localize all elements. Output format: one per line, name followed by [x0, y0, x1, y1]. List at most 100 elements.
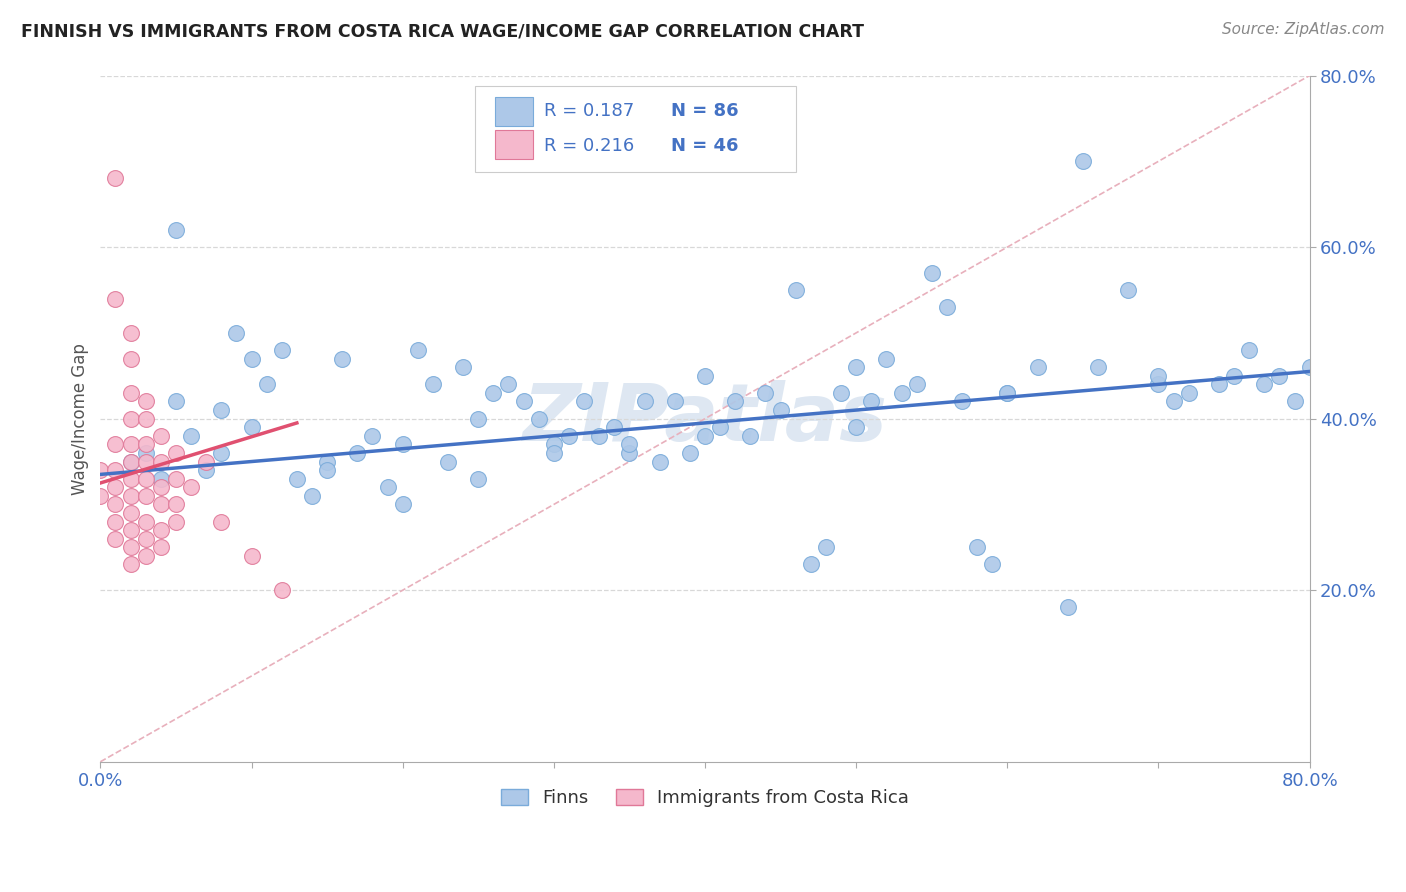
Point: [149, 472, 172, 486]
Point: [814, 541, 837, 555]
Point: [588, 429, 610, 443]
Point: [120, 541, 142, 555]
Point: [995, 385, 1018, 400]
Point: [679, 446, 702, 460]
Point: [104, 480, 127, 494]
Point: [316, 463, 339, 477]
Point: [527, 411, 550, 425]
Point: [104, 532, 127, 546]
Point: [135, 532, 157, 546]
Point: [543, 437, 565, 451]
Text: R = 0.216: R = 0.216: [544, 136, 634, 154]
Point: [120, 454, 142, 468]
Point: [120, 411, 142, 425]
Point: [135, 446, 157, 460]
Point: [104, 498, 127, 512]
Point: [120, 472, 142, 486]
Point: [195, 454, 218, 468]
Point: [558, 429, 581, 443]
Point: [270, 583, 292, 598]
Point: [785, 283, 807, 297]
Point: [209, 446, 232, 460]
Point: [361, 429, 384, 443]
Point: [1163, 394, 1185, 409]
Text: R = 0.187: R = 0.187: [544, 103, 634, 120]
Point: [316, 454, 339, 468]
Point: [120, 558, 142, 572]
Point: [633, 394, 655, 409]
Point: [120, 506, 142, 520]
Point: [1237, 343, 1260, 357]
Point: [981, 558, 1004, 572]
Point: [135, 489, 157, 503]
Point: [346, 446, 368, 460]
Point: [406, 343, 429, 357]
Point: [845, 360, 868, 375]
Point: [165, 472, 187, 486]
Point: [391, 437, 413, 451]
Text: N = 86: N = 86: [671, 103, 738, 120]
Point: [693, 429, 716, 443]
Point: [950, 394, 973, 409]
Point: [149, 480, 172, 494]
Point: [104, 171, 127, 186]
Point: [1223, 368, 1246, 383]
Point: [467, 411, 489, 425]
Point: [104, 437, 127, 451]
Point: [769, 403, 792, 417]
Point: [195, 463, 218, 477]
Point: [648, 454, 671, 468]
Point: [1087, 360, 1109, 375]
Point: [664, 394, 686, 409]
Point: [467, 472, 489, 486]
Point: [225, 326, 247, 340]
Point: [1298, 360, 1320, 375]
Point: [935, 300, 957, 314]
Point: [165, 498, 187, 512]
Point: [135, 472, 157, 486]
Point: [422, 377, 444, 392]
Point: [1253, 377, 1275, 392]
Point: [240, 549, 263, 563]
Point: [619, 437, 641, 451]
Point: [451, 360, 474, 375]
Point: [1147, 377, 1170, 392]
Point: [512, 394, 534, 409]
Point: [603, 420, 626, 434]
Point: [89, 489, 111, 503]
Point: [135, 394, 157, 409]
Point: [619, 446, 641, 460]
Point: [270, 343, 292, 357]
Point: [1116, 283, 1139, 297]
Point: [693, 368, 716, 383]
Point: [285, 472, 308, 486]
Point: [875, 351, 897, 366]
Point: [165, 446, 187, 460]
Point: [135, 454, 157, 468]
Legend: Finns, Immigrants from Costa Rica: Finns, Immigrants from Costa Rica: [494, 781, 917, 814]
Point: [165, 515, 187, 529]
Point: [104, 292, 127, 306]
Point: [209, 403, 232, 417]
Point: [149, 541, 172, 555]
Point: [120, 351, 142, 366]
Point: [135, 411, 157, 425]
Point: [830, 385, 852, 400]
FancyBboxPatch shape: [495, 97, 533, 126]
Point: [301, 489, 323, 503]
Point: [543, 446, 565, 460]
Point: [724, 394, 747, 409]
Point: [149, 523, 172, 537]
Point: [1147, 368, 1170, 383]
Point: [1026, 360, 1049, 375]
FancyBboxPatch shape: [495, 129, 533, 159]
Point: [120, 454, 142, 468]
Point: [845, 420, 868, 434]
Point: [754, 385, 776, 400]
Point: [1284, 394, 1306, 409]
Point: [209, 515, 232, 529]
Point: [377, 480, 399, 494]
Point: [104, 463, 127, 477]
Point: [120, 385, 142, 400]
Point: [498, 377, 520, 392]
